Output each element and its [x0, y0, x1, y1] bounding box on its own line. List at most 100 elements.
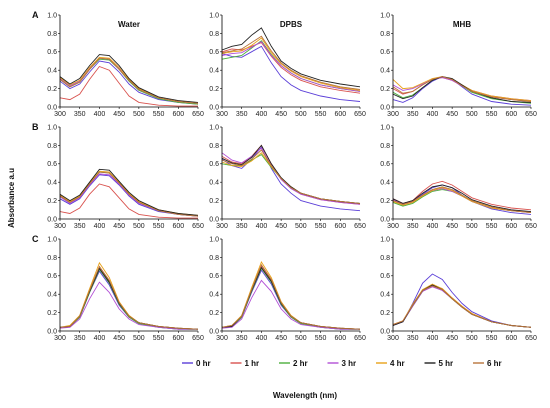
- x-tick-label: 350: [74, 335, 86, 342]
- plot-panel: 0.0 0.2 0.4 0.6 0.8 1.0 300 350 400 450 500 550 600 6…: [47, 124, 204, 230]
- series-line: [392, 273, 532, 328]
- x-tick-label: 650: [354, 111, 366, 118]
- plot-panel: 0.0 0.2 0.4 0.6 0.8 1.0 300 350 400 450 500 550 600 6…: [380, 236, 537, 342]
- x-tick-label: 550: [315, 223, 327, 230]
- x-tick-label: 550: [315, 111, 327, 118]
- y-tick-label: 0.8: [209, 31, 219, 38]
- series-line: [221, 263, 361, 330]
- x-tick-label: 650: [354, 223, 366, 230]
- x-tick-label: 400: [256, 335, 268, 342]
- x-tick-label: 400: [256, 223, 268, 230]
- y-tick-label: 0.4: [209, 180, 219, 187]
- plot-panel: 0.0 0.2 0.4 0.6 0.8 1.0 300 350 400 450 500 550 600 6…: [380, 124, 537, 230]
- x-tick-label: 500: [295, 111, 307, 118]
- x-tick-label: 450: [446, 335, 458, 342]
- series-line: [392, 76, 532, 102]
- x-tick-label: 400: [427, 335, 439, 342]
- series-line: [59, 168, 199, 216]
- x-tick-label: 550: [486, 223, 498, 230]
- series-line: [221, 266, 361, 330]
- series-line: [59, 54, 199, 103]
- panel-title: DPBS: [280, 20, 303, 29]
- series-line: [221, 45, 361, 102]
- x-tick-label: 600: [334, 335, 346, 342]
- x-tick-label: 600: [172, 335, 184, 342]
- series-line: [221, 41, 361, 92]
- series-line: [59, 268, 198, 330]
- series-line: [221, 146, 361, 212]
- x-tick-label: 550: [486, 335, 498, 342]
- x-tick-label: 500: [466, 335, 478, 342]
- y-tick-label: 1.0: [380, 124, 390, 131]
- y-tick-label: 0.4: [47, 292, 57, 299]
- y-tick-label: 0.4: [47, 68, 57, 75]
- y-tick-label: 0.8: [380, 255, 390, 262]
- legend-label: 0 hr: [196, 359, 211, 368]
- y-tick-label: 0.0: [47, 216, 57, 223]
- series-line: [392, 283, 532, 328]
- x-tick-label: 550: [153, 335, 165, 342]
- y-tick-label: 0.2: [209, 310, 219, 317]
- x-tick-label: 450: [113, 223, 125, 230]
- x-tick-label: 400: [94, 335, 106, 342]
- x-tick-label: 400: [427, 223, 439, 230]
- series-line: [59, 174, 199, 217]
- x-tick-label: 350: [407, 223, 419, 230]
- x-tick-label: 600: [505, 223, 517, 230]
- series-line: [221, 279, 360, 330]
- x-tick-label: 650: [354, 335, 366, 342]
- y-tick-label: 0.6: [380, 49, 390, 56]
- series-line: [221, 147, 361, 205]
- y-tick-label: 0.2: [47, 310, 57, 317]
- y-tick-label: 0.2: [209, 86, 219, 93]
- x-tick-label: 400: [256, 111, 268, 118]
- series-line: [221, 269, 360, 330]
- x-tick-label: 500: [133, 335, 145, 342]
- y-tick-label: 0.6: [47, 161, 57, 168]
- x-tick-label: 650: [192, 111, 204, 118]
- y-tick-label: 0.2: [209, 198, 219, 205]
- x-tick-label: 400: [94, 223, 106, 230]
- x-tick-label: 650: [525, 111, 537, 118]
- x-tick-label: 500: [466, 223, 478, 230]
- y-tick-label: 0.6: [47, 273, 57, 280]
- x-tick-label: 500: [466, 111, 478, 118]
- x-tick-label: 300: [54, 111, 66, 118]
- panel-title: Water: [118, 20, 140, 29]
- x-tick-label: 600: [334, 111, 346, 118]
- x-tick-label: 300: [387, 335, 399, 342]
- y-tick-label: 0.6: [209, 161, 219, 168]
- x-tick-label: 500: [295, 223, 307, 230]
- x-tick-label: 600: [172, 223, 184, 230]
- x-tick-label: 350: [74, 111, 86, 118]
- x-tick-label: 450: [113, 335, 125, 342]
- x-tick-label: 450: [275, 111, 287, 118]
- x-tick-label: 350: [236, 335, 248, 342]
- y-tick-label: 0.4: [209, 68, 219, 75]
- x-tick-label: 600: [505, 335, 517, 342]
- x-tick-label: 600: [505, 111, 517, 118]
- series-line: [221, 267, 360, 330]
- y-tick-label: 1.0: [380, 236, 390, 243]
- x-tick-label: 650: [192, 335, 204, 342]
- x-tick-label: 300: [387, 111, 399, 118]
- legend-label: 2 hr: [293, 359, 308, 368]
- series-line: [221, 37, 361, 91]
- series-line: [59, 281, 198, 330]
- y-tick-label: 0.2: [47, 198, 57, 205]
- y-tick-label: 0.0: [209, 216, 219, 223]
- series-line: [221, 42, 361, 94]
- y-tick-label: 0.0: [209, 104, 219, 111]
- series-line: [392, 77, 532, 102]
- series-line: [59, 183, 198, 219]
- y-tick-label: 0.8: [47, 31, 57, 38]
- x-tick-label: 350: [407, 335, 419, 342]
- x-axis-label: Wavelength (nm): [273, 391, 337, 400]
- x-tick-label: 350: [407, 111, 419, 118]
- y-tick-label: 1.0: [209, 124, 219, 131]
- x-tick-label: 300: [54, 335, 66, 342]
- y-tick-label: 0.6: [209, 273, 219, 280]
- x-tick-label: 600: [334, 223, 346, 230]
- y-tick-label: 0.2: [380, 86, 390, 93]
- series-line: [392, 187, 532, 214]
